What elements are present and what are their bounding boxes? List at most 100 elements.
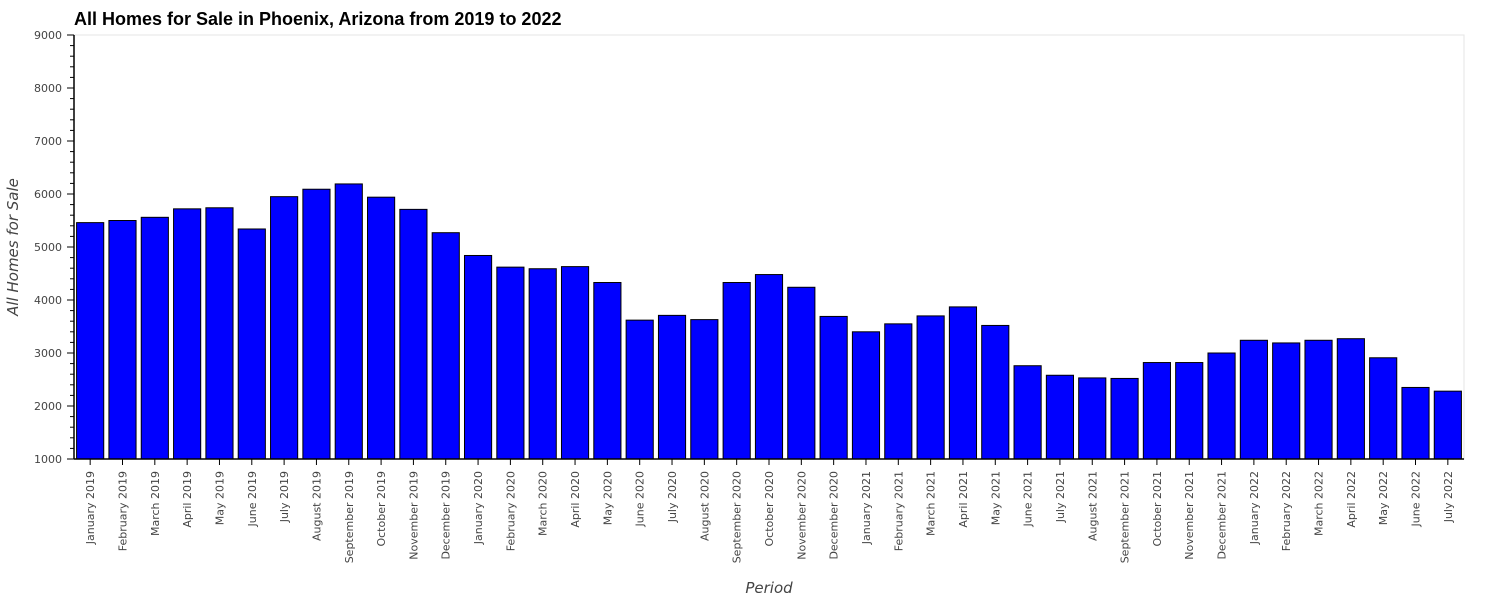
x-tick-label: September 2020 bbox=[731, 471, 744, 563]
bar bbox=[593, 282, 622, 460]
x-tick-label: June 2021 bbox=[1022, 471, 1035, 527]
x-tick-label: July 2019 bbox=[278, 471, 291, 523]
x-tick-label: November 2020 bbox=[795, 471, 808, 560]
y-axis-label: All Homes for Sale bbox=[4, 178, 22, 317]
bar bbox=[431, 232, 460, 460]
x-tick-label: May 2022 bbox=[1377, 471, 1390, 525]
bar bbox=[787, 286, 816, 460]
x-tick-label: July 2021 bbox=[1054, 471, 1067, 523]
x-tick-label: April 2022 bbox=[1345, 471, 1358, 528]
bar bbox=[463, 254, 493, 460]
bar bbox=[1142, 362, 1171, 460]
y-tick-label: 9000 bbox=[34, 29, 62, 42]
x-tick-label: August 2020 bbox=[698, 471, 711, 541]
y-tick-label: 7000 bbox=[34, 135, 62, 148]
y-tick-label: 5000 bbox=[34, 241, 62, 254]
bar bbox=[981, 324, 1010, 460]
x-tick-label: January 2022 bbox=[1248, 471, 1261, 545]
x-tick-label: May 2021 bbox=[989, 471, 1002, 525]
bar bbox=[819, 315, 848, 460]
bar bbox=[1175, 362, 1204, 460]
x-tick-label: March 2022 bbox=[1313, 471, 1326, 536]
x-tick-label: February 2020 bbox=[504, 471, 517, 551]
x-tick-label: March 2020 bbox=[537, 471, 550, 536]
bar bbox=[1336, 338, 1365, 460]
bar bbox=[884, 323, 913, 460]
x-tick-label: October 2020 bbox=[763, 471, 776, 547]
x-tick-label: August 2021 bbox=[1086, 471, 1099, 541]
y-tick-label: 2000 bbox=[34, 400, 62, 413]
bar bbox=[76, 222, 105, 460]
x-tick-label: March 2019 bbox=[149, 471, 162, 536]
y-tick-label: 8000 bbox=[34, 82, 62, 95]
bar bbox=[205, 207, 234, 460]
bar bbox=[270, 196, 299, 460]
bar bbox=[496, 266, 525, 460]
bar bbox=[399, 208, 428, 460]
x-tick-label: October 2019 bbox=[375, 471, 388, 547]
x-tick-label: May 2020 bbox=[601, 471, 614, 525]
x-tick-label: November 2019 bbox=[407, 471, 420, 560]
bar bbox=[1239, 339, 1268, 460]
x-tick-label: July 2022 bbox=[1442, 471, 1455, 523]
bar bbox=[1207, 352, 1236, 460]
x-tick-label: February 2021 bbox=[892, 471, 905, 551]
bar bbox=[625, 319, 654, 460]
x-tick-label: December 2019 bbox=[440, 471, 453, 560]
bar bbox=[1078, 377, 1107, 460]
bar bbox=[657, 314, 687, 460]
x-tick-label: June 2020 bbox=[634, 471, 647, 527]
bar bbox=[754, 274, 784, 460]
x-tick-label: September 2019 bbox=[343, 471, 356, 563]
bar bbox=[367, 196, 396, 460]
bar bbox=[560, 266, 590, 460]
bar bbox=[1369, 357, 1398, 460]
x-tick-label: September 2021 bbox=[1119, 471, 1132, 563]
bar bbox=[722, 282, 751, 460]
y-tick-label: 1000 bbox=[34, 453, 62, 466]
bar bbox=[1110, 377, 1139, 460]
bar bbox=[334, 183, 363, 460]
x-axis: January 2019 February 2019 March 2019 April… bbox=[74, 458, 1464, 563]
bar bbox=[528, 268, 557, 460]
x-tick-label: April 2021 bbox=[957, 471, 970, 528]
chart-title: All Homes for Sale in Phoenix, Arizona f… bbox=[74, 9, 561, 29]
bar bbox=[851, 331, 881, 460]
x-tick-label: February 2022 bbox=[1280, 471, 1293, 551]
bars-group bbox=[76, 183, 1462, 460]
x-tick-label: December 2020 bbox=[828, 471, 841, 560]
bar bbox=[1304, 339, 1333, 460]
x-axis-label: Period bbox=[745, 579, 793, 597]
x-tick-label: April 2020 bbox=[569, 471, 582, 528]
bar bbox=[690, 319, 719, 460]
bar bbox=[1433, 390, 1462, 460]
x-tick-label: August 2019 bbox=[310, 471, 323, 541]
x-tick-label: March 2021 bbox=[925, 471, 938, 536]
x-tick-label: January 2019 bbox=[84, 471, 97, 545]
x-tick-label: December 2021 bbox=[1216, 471, 1229, 560]
bar bbox=[1013, 365, 1042, 460]
x-tick-label: November 2021 bbox=[1183, 471, 1196, 560]
bar bbox=[108, 220, 137, 460]
x-tick-label: June 2019 bbox=[246, 471, 259, 527]
x-tick-label: January 2021 bbox=[860, 471, 873, 545]
bar bbox=[1401, 386, 1430, 460]
bar bbox=[1045, 374, 1074, 460]
x-tick-label: October 2021 bbox=[1151, 471, 1164, 547]
x-tick-label: February 2019 bbox=[116, 471, 129, 551]
x-tick-label: July 2020 bbox=[666, 471, 679, 523]
bar bbox=[173, 208, 202, 460]
y-tick-label: 6000 bbox=[34, 188, 62, 201]
x-tick-label: April 2019 bbox=[181, 471, 194, 528]
bar bbox=[140, 216, 169, 460]
x-tick-label: June 2022 bbox=[1410, 471, 1423, 527]
x-tick-label: May 2019 bbox=[213, 471, 226, 525]
x-tick-label: January 2020 bbox=[472, 471, 485, 545]
y-tick-label: 3000 bbox=[34, 347, 62, 360]
bar bbox=[916, 315, 945, 460]
bar bbox=[237, 228, 266, 460]
y-axis: 1000 2000 3000 4000 5000 6000 7000 8000 9000 bbox=[34, 29, 75, 466]
bar bbox=[948, 306, 978, 460]
